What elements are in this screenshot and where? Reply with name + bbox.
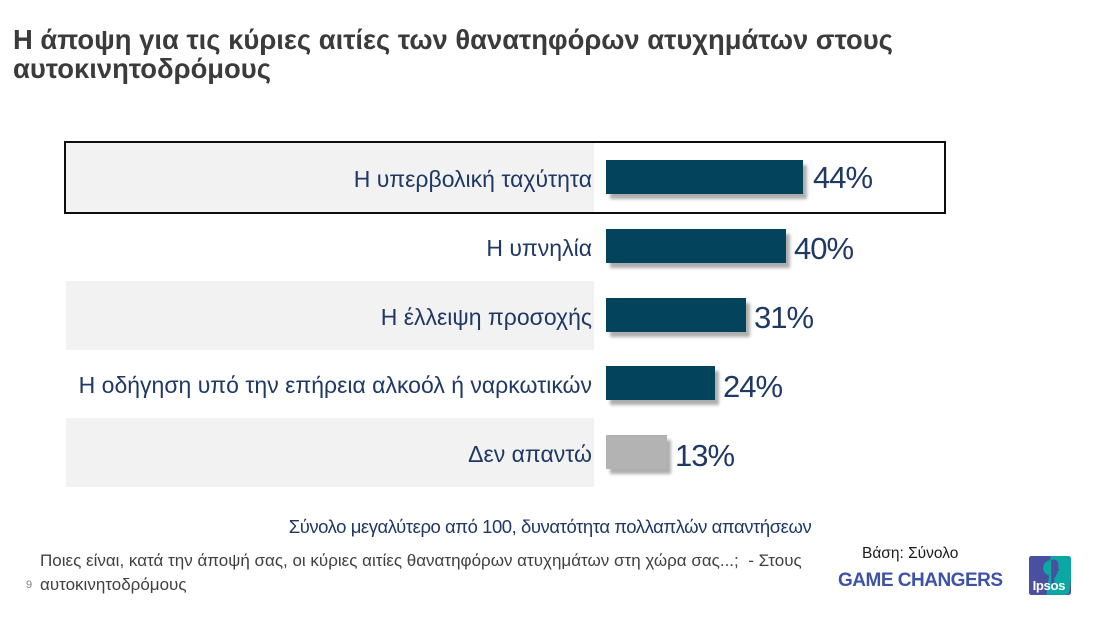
svg-text:Ipsos: Ipsos <box>1033 578 1066 593</box>
